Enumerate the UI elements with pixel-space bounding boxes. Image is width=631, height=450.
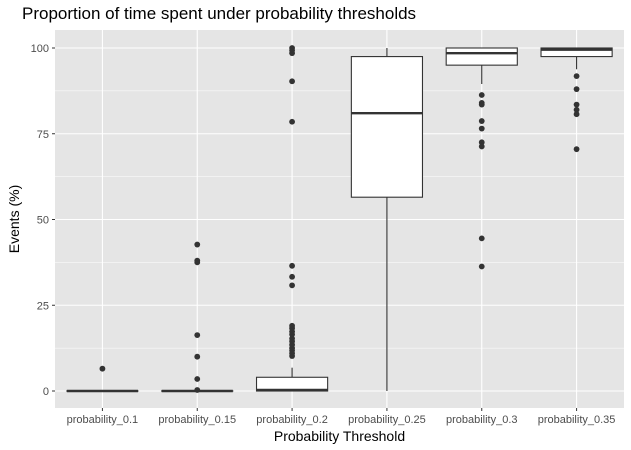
outlier-point xyxy=(194,353,201,360)
x-axis: probability_0.1 probability_0.15 probabili… xyxy=(67,408,616,426)
outlier-point xyxy=(478,139,485,146)
outlier-point xyxy=(573,86,580,93)
outlier-point xyxy=(289,335,295,342)
x-tick-label: probability_0.35 xyxy=(538,414,616,426)
outlier-point xyxy=(478,125,485,132)
outlier-point xyxy=(289,262,295,269)
outlier-point xyxy=(289,45,295,51)
boxplots xyxy=(66,45,613,393)
y-tick-label: 50 xyxy=(37,215,49,227)
x-tick-label: probability_0.25 xyxy=(348,414,426,426)
boxplot-probability-0-3 xyxy=(445,47,518,270)
outlier-point xyxy=(99,365,106,372)
box xyxy=(445,47,518,66)
y-tick-label: 25 xyxy=(37,300,49,312)
y-axis: 0 25 50 75 100 xyxy=(31,43,55,398)
y-axis-title: Events (%) xyxy=(6,185,22,253)
outlier-point xyxy=(194,241,201,248)
boxplot-probability-0-25 xyxy=(350,48,424,391)
outlier-point xyxy=(478,263,485,270)
outlier-point xyxy=(289,78,295,85)
outlier-point xyxy=(573,106,580,113)
outlier-point xyxy=(478,235,485,242)
outlier-point xyxy=(478,101,485,108)
outlier-point xyxy=(478,143,485,150)
outlier-point xyxy=(194,376,201,382)
x-axis-title: Probability Threshold xyxy=(274,428,405,444)
outlier-point xyxy=(194,387,201,393)
minor-gridlines xyxy=(55,90,624,349)
outlier-point xyxy=(194,257,201,264)
y-tick-label: 100 xyxy=(31,43,49,55)
outlier-point xyxy=(573,73,580,80)
outlier-point xyxy=(289,322,295,329)
boxplot-probability-0-15 xyxy=(161,241,234,393)
outlier-point xyxy=(289,118,295,125)
boxplot-probability-0-2 xyxy=(255,45,329,392)
x-tick-label: probability_0.3 xyxy=(446,414,518,426)
outlier-point xyxy=(573,146,580,153)
outlier-point xyxy=(573,101,580,108)
y-tick-label: 0 xyxy=(43,386,49,398)
outlier-point xyxy=(289,273,295,280)
box xyxy=(350,56,424,198)
boxplot-probability-0-1 xyxy=(66,365,139,393)
box xyxy=(540,47,613,58)
x-tick-label: probability_0.2 xyxy=(256,414,328,426)
boxplot-probability-0-35 xyxy=(540,47,613,153)
y-tick-label: 75 xyxy=(37,129,49,141)
outlier-point xyxy=(289,282,295,289)
outlier-point xyxy=(194,332,201,338)
outlier-point xyxy=(478,92,485,98)
chart-title: Proportion of time spent under probabili… xyxy=(22,4,417,23)
outlier-point xyxy=(573,111,580,118)
outlier-point xyxy=(478,118,485,124)
x-tick-label: probability_0.1 xyxy=(67,414,139,426)
x-tick-label: probability_0.15 xyxy=(158,414,236,426)
